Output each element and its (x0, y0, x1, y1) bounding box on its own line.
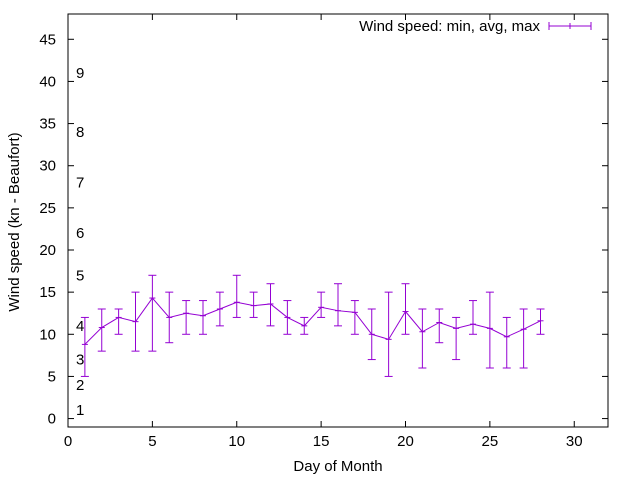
y-tick-label: 35 (39, 116, 56, 133)
x-tick-label: 20 (397, 433, 414, 450)
beaufort-label: 1 (76, 402, 84, 419)
y-tick-label: 20 (39, 242, 56, 259)
beaufort-label: 7 (76, 175, 84, 192)
beaufort-labels: 1 2 3 4 5 6 7 8 9 (76, 65, 84, 419)
beaufort-label: 5 (76, 267, 84, 284)
x-tick-label: 25 (482, 433, 499, 450)
y-tick-label: 40 (39, 73, 56, 90)
legend-label: Wind speed: min, avg, max (359, 18, 540, 35)
x-tick-label: 30 (566, 433, 583, 450)
y-tick-label: 0 (48, 411, 56, 428)
beaufort-label: 9 (76, 65, 84, 82)
x-tick-label: 5 (148, 433, 156, 450)
y-tick-label: 25 (39, 200, 56, 217)
series-line (84, 297, 541, 345)
y-tick-label: 30 (39, 158, 56, 175)
beaufort-label: 3 (76, 352, 84, 369)
y-tick-label: 45 (39, 31, 56, 48)
x-tick-label: 15 (313, 433, 330, 450)
beaufort-label: 8 (76, 124, 84, 141)
beaufort-label: 4 (76, 318, 84, 335)
x-tick-label: 10 (228, 433, 245, 450)
y-tick-label: 15 (39, 284, 56, 301)
x-axis-label: Day of Month (293, 458, 382, 475)
x-tick-label: 0 (64, 433, 72, 450)
series-layer (80, 274, 545, 377)
plot-frame (67, 13, 609, 428)
y-axis-label: Wind speed (kn - Beaufort) (6, 132, 23, 311)
legend: Wind speed: min, avg, max (359, 18, 592, 35)
y-tick-label: 10 (39, 326, 56, 343)
beaufort-label: 2 (76, 377, 84, 394)
y-tick-label: 5 (48, 368, 56, 385)
beaufort-label: 6 (76, 225, 84, 242)
